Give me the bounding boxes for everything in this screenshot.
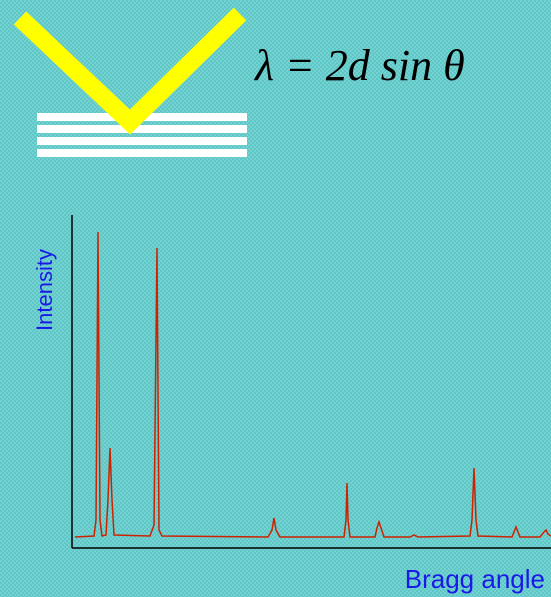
y-axis-label: Intensity [32,249,57,331]
x-axis-label: Bragg angle [405,564,545,594]
diffraction-pattern [74,231,551,538]
x-ray-beam [13,7,247,135]
bragg-formula: λ = 2d sin θ [253,41,465,90]
